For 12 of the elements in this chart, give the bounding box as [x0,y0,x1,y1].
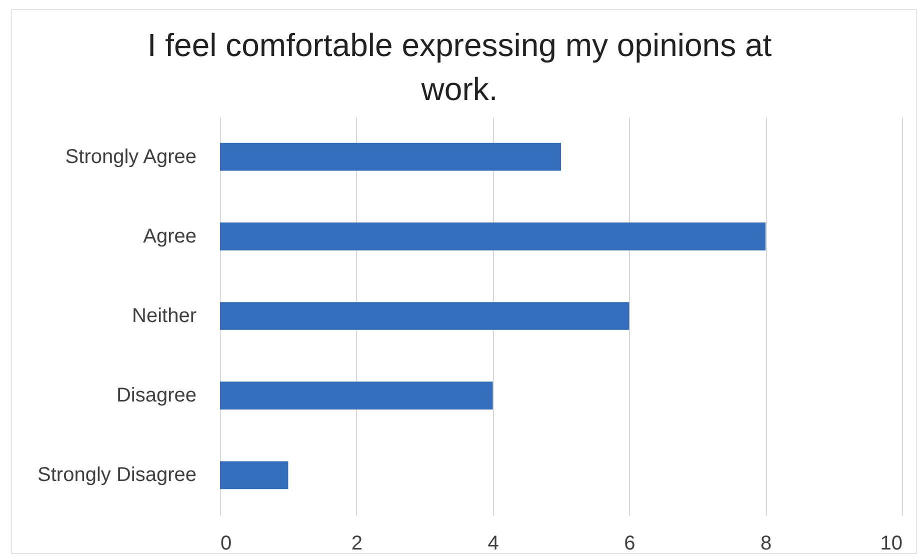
x-tick-label: 8 [760,532,772,554]
x-tick-label: 2 [351,532,362,554]
y-tick-label: Agree [143,225,196,248]
y-tick-label: Strongly Disagree [38,464,196,486]
chart-title: I feel comfortable expressing my opinions at work. [147,27,772,107]
x-tick-label: 6 [624,532,636,554]
y-tick-label: Strongly Agree [65,146,196,168]
x-tick-label: 4 [488,532,499,554]
y-tick-label: Disagree [116,384,196,407]
x-tick-label: 10 [880,532,902,554]
x-tick-label: 0 [220,532,232,554]
y-tick-label: Neither [132,305,197,327]
